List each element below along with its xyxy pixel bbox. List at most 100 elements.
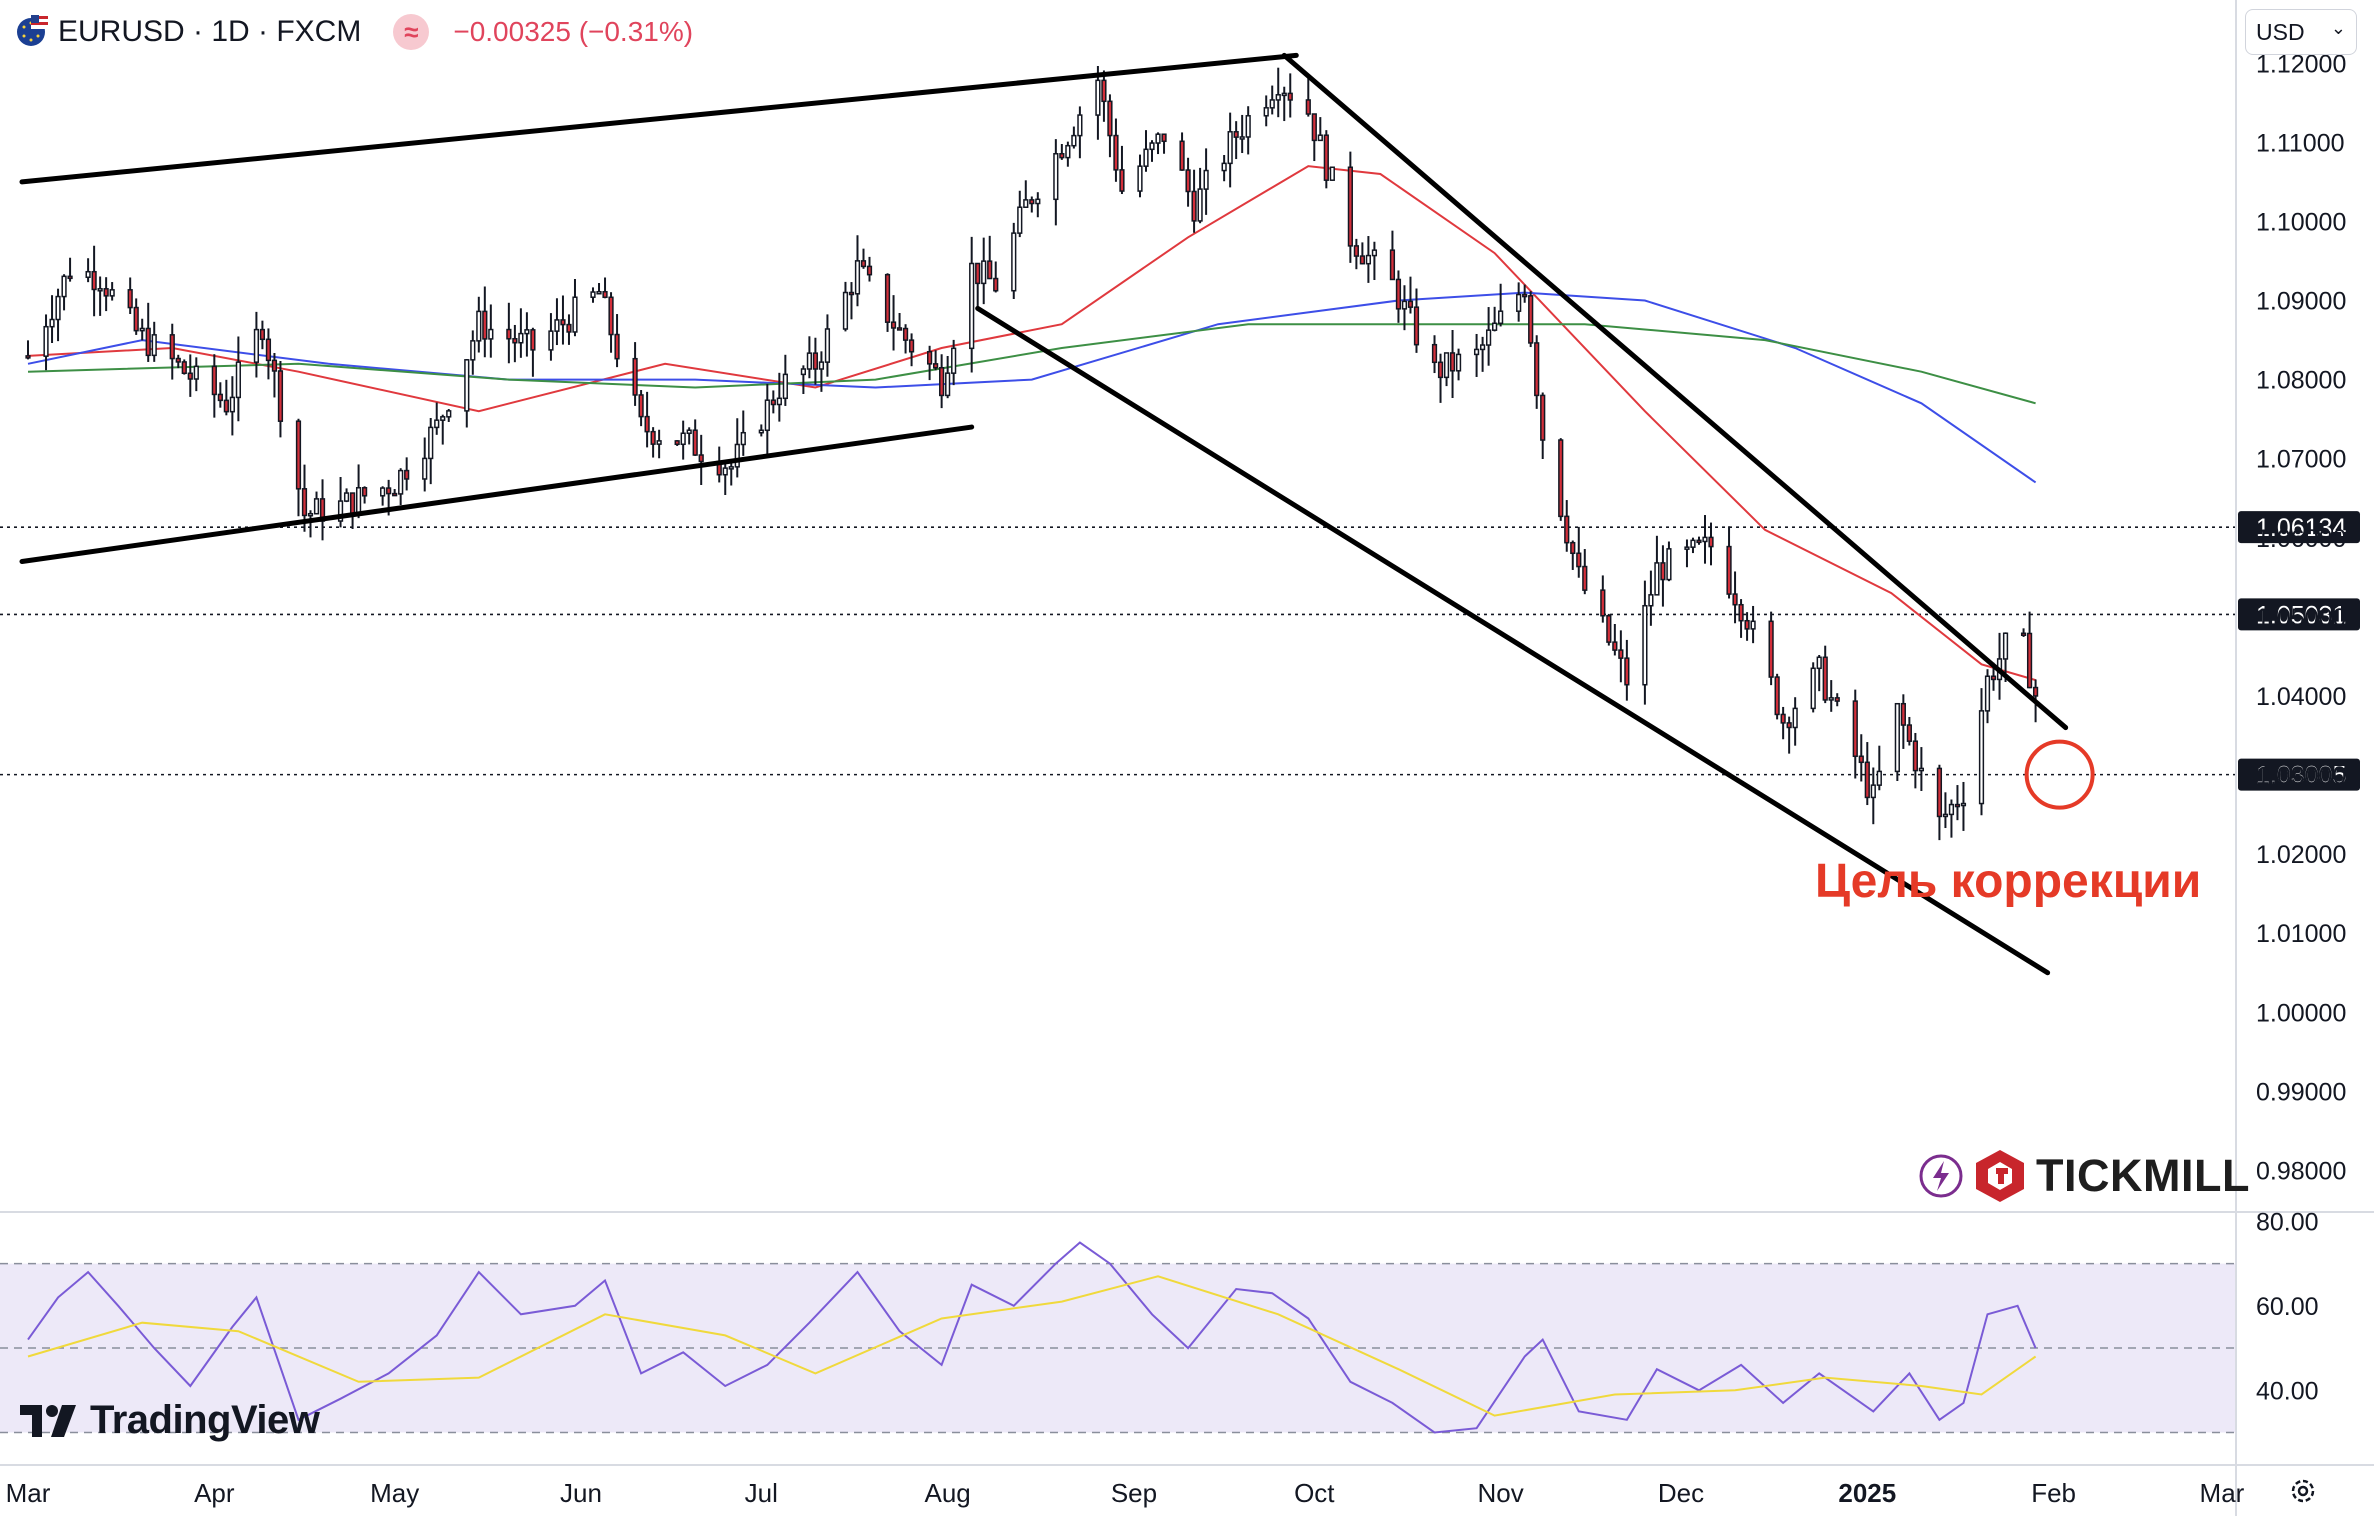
candle-up [1281,92,1287,97]
candle-up [398,469,404,495]
candle-down [1389,249,1396,281]
candle-down [608,296,614,336]
candle-up [1455,353,1462,372]
candle-up [43,325,49,357]
candle-down [1660,562,1666,581]
time-axis-label: Jun [560,1478,602,1508]
candle-up [722,467,728,476]
candle-down [1179,140,1185,171]
candle-down [1696,539,1702,544]
candle-down [1059,153,1065,159]
candle-down [1395,278,1402,310]
price-tick-label: 1.09000 [2256,288,2346,316]
candle-up [969,262,975,350]
settings-icon[interactable] [2288,1476,2318,1511]
price-tick-label: 1.00000 [2256,999,2346,1027]
candle-down [884,273,891,323]
candle-up [842,291,849,330]
candle-down [1558,439,1564,518]
candle-up [476,310,482,342]
rsi-indicator [27,1241,2037,1434]
candle-up [1365,254,1372,265]
lightning-icon [1919,1154,1963,1198]
candle-up [1828,697,1834,701]
candle-down [1522,293,1528,298]
candle-up [1942,813,1949,818]
candle-down [650,430,656,445]
price-level-tag [2238,758,2360,791]
candle-down [1780,713,1786,724]
currency-selector[interactable]: USD ⌄ [2245,9,2357,55]
candle-up [2002,632,2009,660]
candle-down [2026,632,2033,689]
candle-down [1852,700,1858,758]
candle-up [380,487,386,497]
candle-up [1443,352,1450,379]
candle-down [349,492,356,515]
candle-down [217,393,223,402]
candle-up [854,260,861,295]
candle-down [169,334,175,360]
symbol-title[interactable]: EURUSD · 1D · FXCM [58,15,362,48]
candle-down [133,306,139,332]
candle-up [1011,232,1017,292]
time-axis-label: Nov [1478,1478,1524,1508]
candle-up [686,429,692,435]
candle-down [1353,245,1359,257]
market-wave-icon[interactable]: ≈ [393,14,430,50]
candle-up [1948,803,1955,816]
candle-down [223,399,229,413]
candle-down [1191,190,1197,222]
price-tick-label: 1.07000 [2256,446,2346,474]
candle-down [1990,675,1997,681]
candle-up [1095,79,1101,116]
candle-up [1918,767,1925,772]
chevron-down-icon: ⌄ [2330,17,2346,38]
candle-down [1954,803,1961,808]
candle-up [1792,707,1798,729]
price-change: −0.00325 (−0.31%) [453,16,694,47]
candle-down [175,357,181,363]
candle-down [1738,603,1744,622]
candle-down [67,275,73,280]
tickmill-logo: TICKMILL [1918,1148,2250,1204]
candle-down [386,487,392,495]
candle-up [1648,594,1654,607]
candle-up [824,328,831,363]
moving-average-line [27,165,2036,682]
candle-up [518,332,524,344]
candle-up [590,291,596,298]
candle-up [1816,656,1822,670]
candle-up [951,347,957,374]
candle-down [1119,169,1125,192]
candle-down [2032,686,2039,697]
candle-up [49,318,55,328]
rsi-tick-label: 40.00 [2256,1377,2319,1405]
candle-up [343,492,350,502]
candle-up [55,295,61,321]
candle-down [1612,641,1618,651]
candle-up [488,328,494,340]
candle-up [1263,107,1269,117]
candle-up [1071,134,1077,147]
candle-down [890,321,897,329]
candle-up [253,328,260,363]
candle-down [1528,295,1534,344]
candle-down [1606,615,1612,643]
rsi-tick-label: 80.00 [2256,1208,2319,1236]
candle-down [602,290,608,299]
moving-average-line [27,291,2037,484]
candle-down [1576,552,1582,568]
candle-down [698,454,704,463]
candle-down [1858,755,1864,764]
candle-down [848,291,855,296]
candle-up [1654,562,1660,596]
candle-down [1906,724,1912,742]
price-tick-label: 1.10000 [2256,208,2346,236]
time-axis-label: Apr [194,1478,235,1508]
candle-down [1744,619,1750,630]
tradingview-logo[interactable]: TradingView [20,1398,320,1443]
candle-up [1473,348,1480,356]
candle-down [301,488,308,517]
